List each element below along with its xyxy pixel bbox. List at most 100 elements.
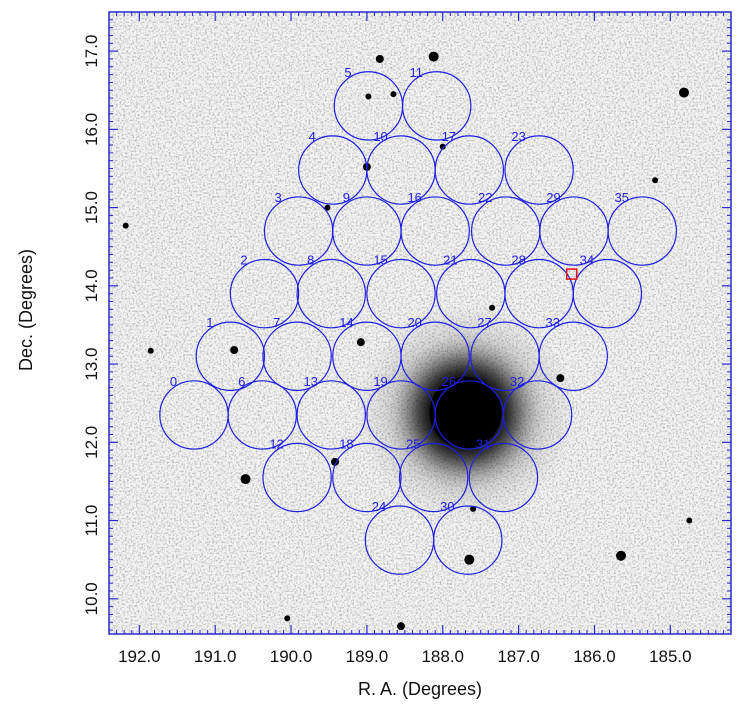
sky-image <box>109 12 731 634</box>
star <box>470 505 477 512</box>
field-label: 10 <box>373 129 387 144</box>
star <box>397 622 406 631</box>
y-tick-label: 13.0 <box>82 348 101 381</box>
star <box>686 517 693 524</box>
x-tick-label: 190.0 <box>270 647 313 666</box>
field-label: 16 <box>407 190 421 205</box>
star <box>240 474 251 485</box>
field-label: 35 <box>615 190 629 205</box>
x-tick-label: 192.0 <box>118 647 161 666</box>
field-circle <box>332 442 402 513</box>
field-circle <box>366 258 436 329</box>
field-circle <box>262 321 332 391</box>
field-label: 24 <box>372 499 386 514</box>
y-tick-label: 17.0 <box>82 35 101 68</box>
field-label: 25 <box>406 437 420 452</box>
star <box>284 615 291 622</box>
field-circle <box>400 196 470 266</box>
star <box>678 87 689 98</box>
star <box>464 554 475 565</box>
x-tick-label: 185.0 <box>649 647 692 666</box>
field-label: 8 <box>307 253 314 268</box>
field-label: 7 <box>273 315 280 330</box>
field-circle <box>398 442 469 513</box>
star <box>428 51 439 62</box>
x-axis-ticks: 192.0 191.0 190.0 189.0 188.0 187.0 186.0 185.0 <box>116 12 724 666</box>
field-label: 17 <box>442 129 456 144</box>
x-axis-title: R. A. (Degrees) <box>358 679 482 699</box>
field-circle <box>227 380 297 450</box>
field-circle <box>401 71 472 141</box>
field-circle <box>433 505 503 575</box>
cluster-core <box>429 376 502 449</box>
field-label: 14 <box>339 315 353 330</box>
field-label: 31 <box>476 437 490 452</box>
field-circle <box>502 380 573 450</box>
field-label: 32 <box>510 374 524 389</box>
field-label: 15 <box>373 253 387 268</box>
star <box>324 204 331 211</box>
field-label: 21 <box>443 253 457 268</box>
field-label: 1 <box>206 315 213 330</box>
x-tick-label: 186.0 <box>573 647 616 666</box>
star <box>556 374 565 383</box>
field-circle <box>468 442 539 513</box>
field-label: 18 <box>339 437 353 452</box>
field-label: 3 <box>275 190 282 205</box>
field-circle <box>434 135 505 205</box>
field-label: 12 <box>269 437 283 452</box>
field-label: 13 <box>304 374 318 389</box>
field-label: 4 <box>309 129 316 144</box>
x-tick-label: 187.0 <box>497 647 540 666</box>
field-circle <box>400 321 470 391</box>
x-tick-label: 189.0 <box>346 647 389 666</box>
y-tick-label: 11.0 <box>82 505 101 537</box>
field-circle <box>262 442 332 513</box>
field-circle <box>504 135 574 205</box>
field-label: 11 <box>409 65 423 80</box>
field-label: 34 <box>580 253 594 268</box>
y-tick-label: 15.0 <box>82 191 101 224</box>
sky-objects <box>122 51 693 631</box>
field-label: 22 <box>478 190 492 205</box>
field-label: 27 <box>477 315 491 330</box>
star <box>356 338 365 347</box>
field-circle <box>296 258 366 329</box>
field-label: 28 <box>511 253 525 268</box>
y-tick-label: 14.0 <box>82 269 101 302</box>
star <box>375 54 384 63</box>
y-tick-label: 12.0 <box>82 426 101 459</box>
star <box>365 93 372 100</box>
field-label: 19 <box>373 374 387 389</box>
field-labels: 0123456789101112131415161718192021222324… <box>170 65 629 514</box>
target-marker <box>565 268 578 280</box>
star <box>439 143 446 150</box>
star <box>489 304 496 311</box>
field-circle <box>607 196 677 266</box>
field-label: 29 <box>546 190 560 205</box>
y-tick-label: 16.0 <box>82 113 101 146</box>
field-label: 9 <box>343 190 350 205</box>
field-label: 26 <box>442 374 456 389</box>
field-circle <box>195 321 266 391</box>
field-label: 5 <box>344 65 351 80</box>
x-tick-label: 188.0 <box>421 647 464 666</box>
x-tick-label: 191.0 <box>194 647 237 666</box>
field-circle <box>572 258 643 329</box>
marker-layer <box>565 268 578 280</box>
field-label: 0 <box>170 374 177 389</box>
star <box>147 347 154 354</box>
y-tick-label: 10.0 <box>82 582 101 615</box>
star <box>230 345 239 354</box>
star <box>122 222 129 229</box>
y-axis-ticks: 10.0 11.0 12.0 13.0 14.0 15.0 16.0 17.0 <box>82 11 731 631</box>
field-circle <box>229 258 300 329</box>
field-circle <box>538 321 608 391</box>
field-circle <box>296 380 366 450</box>
star <box>616 550 627 561</box>
field-label: 20 <box>407 315 421 330</box>
field-label: 2 <box>240 253 247 268</box>
star <box>390 91 397 98</box>
field-circles <box>159 71 677 575</box>
